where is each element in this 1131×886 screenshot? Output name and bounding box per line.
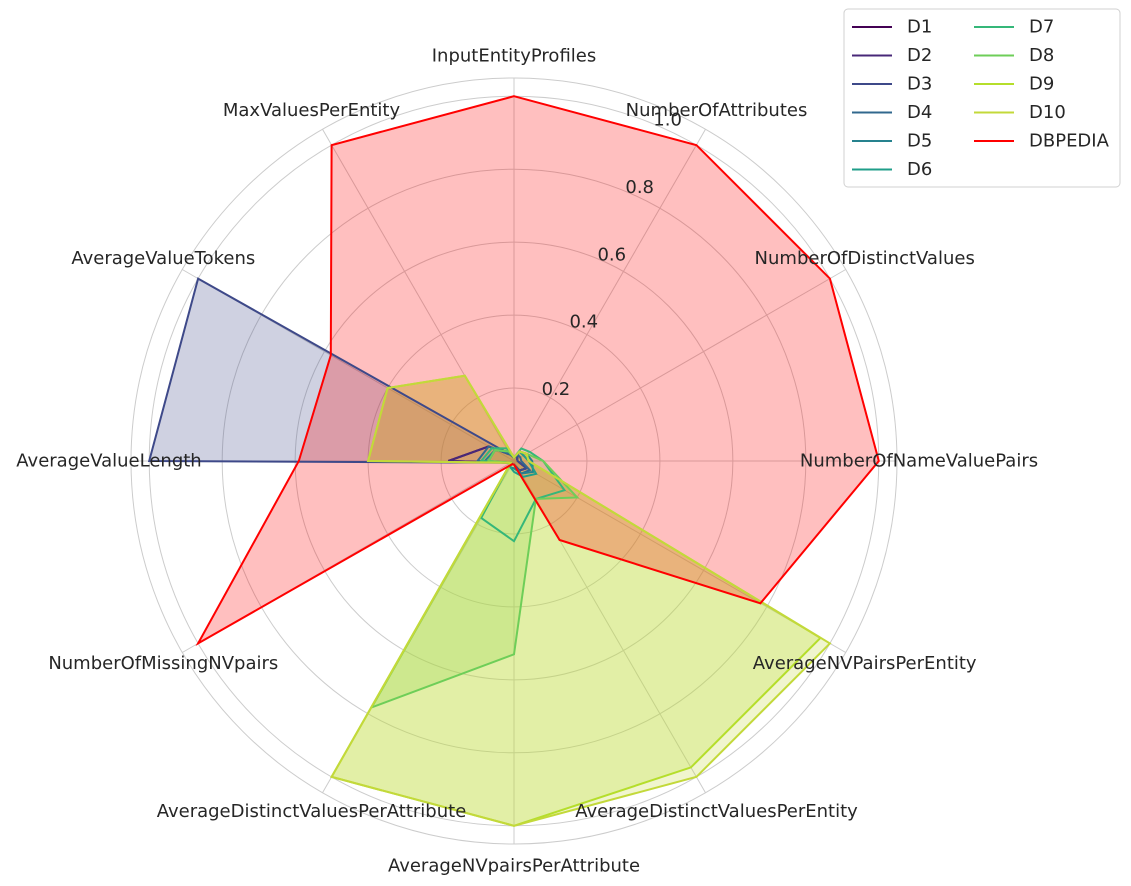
series-line-dbpedia	[195, 95, 880, 647]
series-line-d7	[479, 447, 567, 543]
axis-label: AverageValueLength	[16, 451, 201, 472]
radial-tick-labels: 0.2 0.4 0.6 0.8 1.0	[542, 110, 682, 401]
legend-label-d6: D6	[907, 159, 932, 180]
axis-label: NumberOfDistinctValues	[755, 248, 975, 269]
legend-label-d4: D4	[907, 102, 932, 123]
legend-label-d8: D8	[1029, 45, 1054, 66]
axis-labels: InputEntityProfiles NumberOfAttributes Num…	[16, 46, 1038, 877]
legend-label-d3: D3	[907, 74, 932, 95]
legend: D1 D2 D3 D4 D5 D6 D7 D8 D9 D10 DBPEDIA	[843, 8, 1121, 188]
series-layer	[147, 95, 880, 827]
axis-label: NumberOfNameValuePairs	[800, 451, 1038, 472]
legend-label-d1: D1	[907, 17, 932, 38]
legend-label-d5: D5	[907, 131, 932, 152]
series-fill-d3	[149, 278, 527, 471]
axis-label: AverageNVpairsPerAttribute	[388, 856, 640, 877]
axis-label: NumberOfAttributes	[626, 100, 808, 121]
legend-label-dbpedia: DBPEDIA	[1029, 131, 1110, 152]
spoke-line	[513, 269, 846, 462]
series-line-d10	[330, 374, 832, 827]
series-fill-d9	[331, 375, 821, 826]
axis-label: MaxValuesPerEntity	[223, 100, 401, 121]
legend-label-d7: D7	[1029, 17, 1054, 38]
radial-tick-label: 1.0	[653, 110, 682, 131]
radial-tick-label: 0.6	[597, 244, 626, 265]
legend-label-d9: D9	[1029, 74, 1054, 95]
legend-frame	[843, 8, 1121, 188]
series-fill-dbpedia	[198, 96, 879, 644]
axis-label: AverageDistinctValuesPerEntity	[575, 801, 858, 822]
radial-tick-label: 0.8	[625, 177, 654, 198]
axis-label: AverageDistinctValuesPerAttribute	[157, 801, 467, 822]
axis-label: InputEntityProfiles	[432, 46, 597, 67]
series-fill-d8	[371, 450, 578, 708]
legend-label-d10: D10	[1029, 102, 1066, 123]
axis-label: NumberOfMissingNVpairs	[48, 653, 278, 674]
axis-label: AverageNVPairsPerEntity	[753, 653, 977, 674]
series-fill-d10	[331, 375, 830, 826]
radial-tick-label: 0.4	[569, 312, 598, 333]
legend-label-d2: D2	[907, 45, 932, 66]
radial-tick-label: 0.2	[542, 379, 571, 400]
axis-label: AverageValueTokens	[71, 248, 255, 269]
spoke-line	[513, 129, 706, 462]
